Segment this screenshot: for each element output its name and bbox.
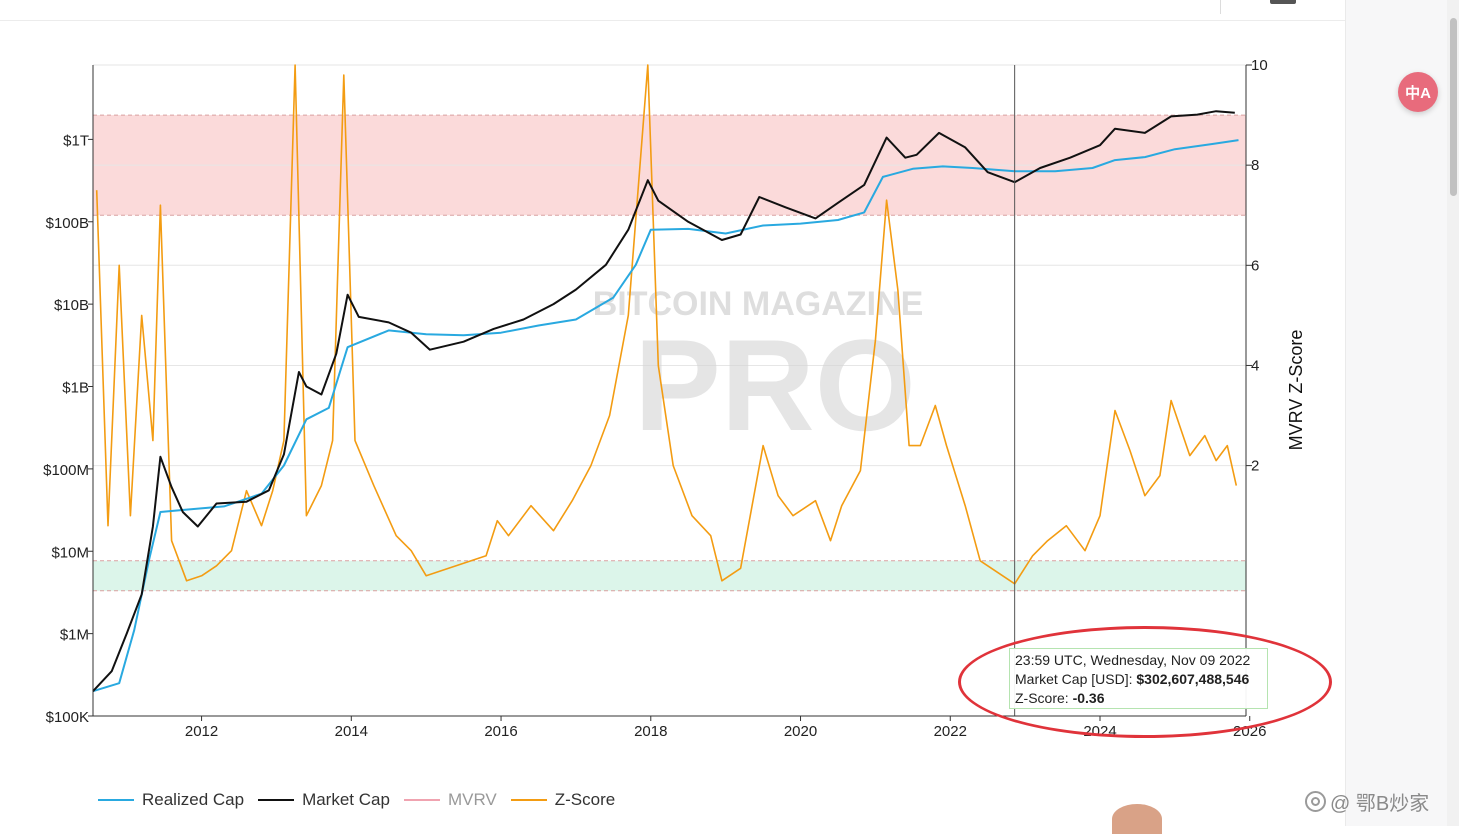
series-line-z-score [95, 64, 1238, 585]
tooltip-market-cap-label: Market Cap [USD]: [1015, 671, 1133, 687]
legend-swatch-realized-cap [98, 799, 134, 801]
browser-side-panel [1345, 0, 1459, 826]
y-left-tick-label: $100B [46, 215, 89, 232]
y-right-tick-label: 2 [1251, 458, 1259, 475]
author-credit: @ 鄂B炒家 [1305, 787, 1429, 816]
legend-swatch-market-cap [258, 799, 295, 801]
translate-icon[interactable]: 中A [1398, 72, 1438, 112]
tooltip-market-cap-row: Market Cap [USD]: $302,607,488,546 [1015, 670, 1262, 689]
x-tick-label: 2018 [634, 723, 667, 740]
browser-top-bar [0, 0, 1345, 21]
y-right-tick-label: 6 [1251, 257, 1259, 274]
y-right-axis-title: MVRV Z-Score [1286, 330, 1306, 451]
credit-logo-icon [1305, 791, 1326, 812]
legend-label: Realized Cap [142, 790, 245, 809]
y-left-tick-label: $100M [43, 462, 89, 479]
tooltip-zscore-value: -0.36 [1072, 690, 1105, 706]
y-right-tick-label: 8 [1251, 157, 1259, 174]
x-tick-label: 2012 [185, 723, 218, 740]
legend-swatch-zscore [510, 799, 547, 801]
scrollbar-track[interactable] [1447, 0, 1459, 826]
chart-tooltip: 23:59 UTC, Wednesday, Nov 09 2022 Market… [1009, 648, 1268, 709]
y-left-tick-label: $1B [62, 380, 89, 397]
legend-item-market-cap[interactable]: Market Cap [258, 790, 390, 810]
x-tick-label: 2024 [1083, 723, 1116, 740]
x-tick-label: 2022 [934, 723, 967, 740]
legend-item-mvrv[interactable]: MVRV [403, 790, 497, 810]
credit-text: @ 鄂B炒家 [1330, 793, 1430, 815]
x-tick-label: 2014 [335, 723, 368, 740]
tooltip-zscore-label: Z-Score: [1015, 690, 1069, 706]
tooltip-market-cap-value: $302,607,488,546 [1136, 671, 1250, 687]
scrollbar-thumb[interactable] [1450, 18, 1457, 196]
x-tick-label: 2020 [784, 723, 817, 740]
y-right-tick-label: 10 [1251, 57, 1268, 74]
avatar-image [1112, 804, 1162, 834]
chart-legend: Realized Cap Market Cap MVRV Z-Score [98, 788, 629, 812]
watermark-line-1: BITCOIN MAGAZINE [593, 285, 924, 323]
legend-label: Z-Score [554, 790, 616, 809]
y-left-tick-label: $10B [54, 297, 89, 314]
legend-label: Market Cap [302, 790, 390, 809]
x-tick-label: 2026 [1233, 723, 1266, 740]
legend-item-zscore[interactable]: Z-Score [510, 790, 616, 810]
y-left-tick-label: $10M [51, 544, 89, 561]
y-right-tick-label: 4 [1251, 357, 1259, 374]
watermark-line-2: PRO [634, 312, 916, 458]
legend-item-realized-cap[interactable]: Realized Cap [98, 790, 244, 810]
y-left-tick-label: $1T [63, 132, 89, 149]
y-left-tick-label: $100K [46, 709, 89, 726]
tooltip-zscore-row: Z-Score: -0.36 [1015, 689, 1262, 708]
x-tick-label: 2016 [484, 723, 517, 740]
tooltip-time: 23:59 UTC, Wednesday, Nov 09 2022 [1015, 652, 1251, 668]
band-undervalued [93, 560, 1246, 591]
toolbar-separator [1220, 0, 1221, 14]
legend-swatch-mvrv [403, 799, 440, 801]
legend-label: MVRV [447, 790, 497, 809]
y-left-tick-label: $1M [60, 627, 89, 644]
toolbar-tab-indicator[interactable] [1270, 0, 1296, 4]
